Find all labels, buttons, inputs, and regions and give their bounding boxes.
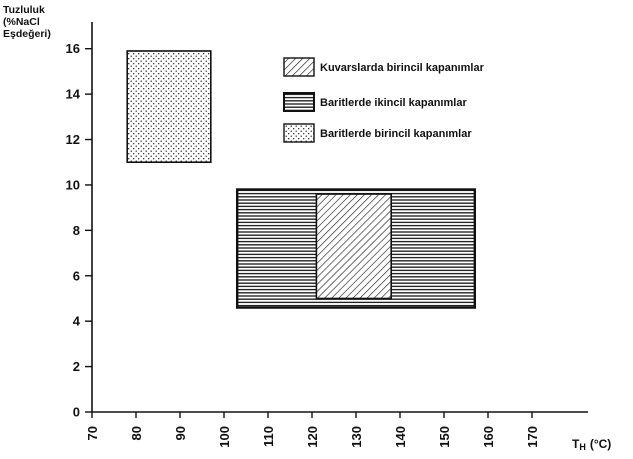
y-tick-label-16: 16 (66, 41, 80, 56)
x-tick-label-100: 100 (217, 426, 232, 448)
legend-swatch-baritlerde-birincil-kapan-mlar (283, 123, 315, 143)
x-tick-label-120: 120 (305, 426, 320, 448)
y-tick-label-4: 4 (73, 314, 81, 329)
y-tick-label-2: 2 (73, 359, 80, 374)
x-axis-label-sub: H (579, 442, 586, 452)
box-baritlerde-birincil-kapan-mlar (126, 50, 212, 164)
legend: Kuvarslarda birincil kapanımlar Baritlerd… (283, 57, 485, 143)
x-tick-label-80: 80 (129, 426, 144, 440)
legend-label-baritlerde-ikincil-kapan-mlar: Baritlerde ikincil kapanımlar (320, 97, 467, 109)
box-kuvarslarda-birincil-kapan-mlar (315, 193, 392, 300)
x-tick-label-70: 70 (85, 426, 100, 440)
legend-swatch-kuvarslarda-birincil-kapan-mlar (283, 57, 315, 77)
y-tick-label-8: 8 (73, 223, 80, 238)
x-tick-label-150: 150 (437, 426, 452, 448)
x-tick-label-130: 130 (349, 426, 364, 448)
legend-swatch-baritlerde-ikincil-kapan-mlar (283, 92, 315, 112)
y-axis-label-line-3: Eşdeğeri) (3, 28, 51, 40)
x-tick-label-160: 160 (481, 426, 496, 448)
y-axis-label-line-1: Tuzluluk (3, 4, 45, 16)
x-axis-label: TH (°C) (572, 437, 611, 452)
y-tick-label-6: 6 (73, 268, 80, 283)
x-axis-ticks: 70 80 90 100 110 120 130 140 150 160 170 (85, 412, 540, 448)
x-axis-label-unit: (°C) (590, 437, 611, 451)
y-axis-label: Tuzluluk (%NaCl Eşdeğeri) (3, 4, 51, 40)
x-tick-label-170: 170 (525, 426, 540, 448)
x-tick-label-110: 110 (261, 426, 276, 447)
x-tick-label-90: 90 (173, 426, 188, 440)
y-axis-label-line-2: (%NaCl (3, 16, 40, 28)
legend-label-baritlerde-birincil-kapan-mlar: Baritlerde birincil kapanımlar (320, 128, 472, 140)
legend-label-kuvarslarda-birincil-kapan-mlar: Kuvarslarda birincil kapanımlar (320, 62, 485, 74)
range-boxes (126, 50, 477, 309)
y-tick-label-12: 12 (66, 132, 80, 147)
y-tick-label-10: 10 (66, 177, 80, 192)
x-tick-label-140: 140 (393, 426, 408, 448)
y-tick-label-14: 14 (66, 87, 81, 102)
x-axis-label-main: T (572, 437, 580, 451)
y-axis-ticks: 0 2 4 6 8 10 12 14 16 (66, 41, 92, 420)
y-tick-label-0: 0 (73, 405, 80, 420)
